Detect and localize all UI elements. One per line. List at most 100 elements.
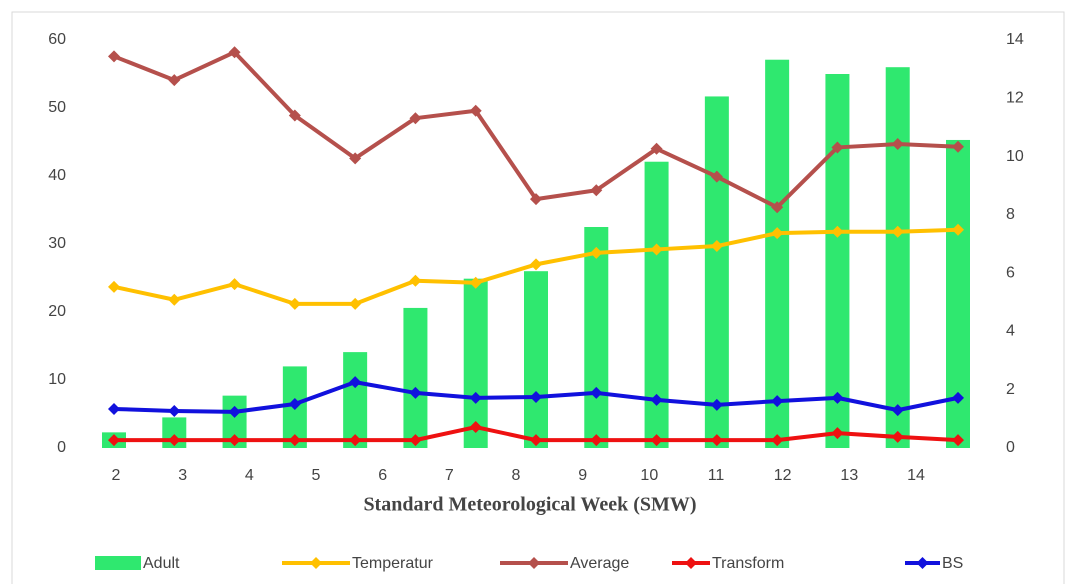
line-marker bbox=[469, 391, 482, 404]
y2-tick-label: 4 bbox=[1006, 323, 1015, 340]
x-tick-label: 5 bbox=[312, 467, 321, 484]
y2-tick-label: 12 bbox=[1006, 90, 1024, 107]
line-marker bbox=[288, 397, 301, 410]
bar bbox=[765, 59, 790, 448]
x-tick-label: 9 bbox=[578, 467, 587, 484]
bar bbox=[825, 74, 850, 448]
y2-tick-label: 6 bbox=[1006, 264, 1015, 281]
line-marker bbox=[409, 112, 422, 125]
line-marker bbox=[288, 109, 301, 122]
y-tick-label: 50 bbox=[48, 99, 66, 116]
bar bbox=[343, 352, 368, 448]
bar bbox=[885, 67, 910, 448]
legend-label: Temperatur bbox=[352, 555, 434, 572]
legend-marker bbox=[528, 557, 540, 569]
y2-tick-label: 8 bbox=[1006, 206, 1015, 223]
line-marker bbox=[469, 276, 482, 289]
line-marker bbox=[650, 393, 663, 406]
line-marker bbox=[349, 152, 362, 165]
line-marker bbox=[650, 243, 663, 256]
line-marker bbox=[349, 376, 362, 389]
x-tick-label: 8 bbox=[512, 467, 521, 484]
line-marker bbox=[108, 280, 120, 293]
y2-tick-label: 0 bbox=[1006, 439, 1015, 456]
line-marker bbox=[710, 170, 723, 183]
line-marker bbox=[590, 386, 603, 399]
line-marker bbox=[530, 434, 542, 447]
y2-tick-label: 14 bbox=[1006, 31, 1024, 48]
bar bbox=[403, 307, 428, 448]
line-marker bbox=[952, 391, 964, 404]
line-marker bbox=[710, 434, 723, 447]
line-marker bbox=[831, 391, 844, 404]
line-marker bbox=[952, 223, 964, 236]
line-marker bbox=[530, 391, 542, 403]
line-marker bbox=[108, 434, 120, 447]
line-marker bbox=[228, 434, 241, 447]
y-tick-label: 0 bbox=[57, 439, 66, 456]
y-tick-label: 10 bbox=[48, 371, 66, 388]
y-tick-label: 60 bbox=[48, 31, 66, 48]
line-marker bbox=[530, 193, 542, 206]
line-marker bbox=[288, 297, 301, 310]
line-marker bbox=[771, 227, 784, 240]
x-tick-label: 14 bbox=[907, 467, 925, 484]
line-marker bbox=[409, 434, 422, 447]
line-marker bbox=[228, 46, 241, 59]
line-marker bbox=[891, 138, 904, 151]
line-marker bbox=[168, 74, 181, 87]
line-marker bbox=[469, 104, 482, 117]
line-marker bbox=[530, 258, 542, 271]
line-marker bbox=[771, 434, 784, 447]
line-marker bbox=[650, 434, 663, 447]
line-marker bbox=[168, 293, 181, 306]
bar bbox=[584, 227, 609, 448]
y-tick-label: 30 bbox=[48, 235, 66, 252]
legend-label: Adult bbox=[143, 555, 180, 572]
x-tick-label: 2 bbox=[112, 467, 121, 484]
legend-swatch bbox=[95, 556, 141, 570]
y2-tick-label: 10 bbox=[1006, 148, 1024, 165]
line-marker bbox=[891, 225, 904, 238]
x-tick-label: 11 bbox=[708, 467, 725, 484]
line-marker bbox=[168, 404, 181, 417]
chart-frame bbox=[11, 11, 1065, 584]
y2-tick-label: 2 bbox=[1006, 381, 1015, 398]
x-tick-label: 4 bbox=[245, 467, 254, 484]
legend-label: Average bbox=[570, 555, 629, 572]
x-tick-label: 13 bbox=[840, 467, 858, 484]
line-marker bbox=[952, 140, 964, 153]
y-tick-label: 40 bbox=[48, 167, 66, 184]
line-marker bbox=[891, 430, 904, 443]
line-marker bbox=[349, 297, 362, 310]
line-marker bbox=[228, 278, 241, 291]
legend-label: Transform bbox=[712, 555, 784, 572]
line-marker bbox=[108, 50, 120, 63]
y-tick-label: 20 bbox=[48, 303, 66, 320]
line-marker bbox=[168, 434, 181, 447]
x-tick-label: 10 bbox=[640, 467, 658, 484]
bar bbox=[463, 278, 488, 448]
line-marker bbox=[710, 240, 723, 253]
legend-marker bbox=[310, 557, 322, 569]
x-axis-title: Standard Meteorological Week (SMW) bbox=[363, 494, 696, 516]
line-marker bbox=[831, 427, 844, 440]
x-tick-label: 6 bbox=[378, 467, 387, 484]
x-tick-label: 3 bbox=[178, 467, 187, 484]
line-marker bbox=[288, 434, 301, 447]
bar bbox=[524, 271, 548, 448]
line-marker bbox=[590, 246, 603, 259]
line-marker bbox=[891, 404, 904, 417]
line-marker bbox=[349, 434, 362, 447]
line-marker bbox=[952, 434, 964, 447]
x-tick-label: 12 bbox=[774, 467, 792, 484]
line-marker bbox=[469, 421, 482, 434]
line-marker bbox=[771, 201, 784, 214]
line-marker bbox=[831, 225, 844, 238]
line-marker bbox=[590, 184, 603, 197]
line-marker bbox=[650, 142, 663, 155]
legend-marker bbox=[916, 557, 929, 569]
bar bbox=[704, 96, 729, 448]
line-marker bbox=[228, 405, 241, 418]
